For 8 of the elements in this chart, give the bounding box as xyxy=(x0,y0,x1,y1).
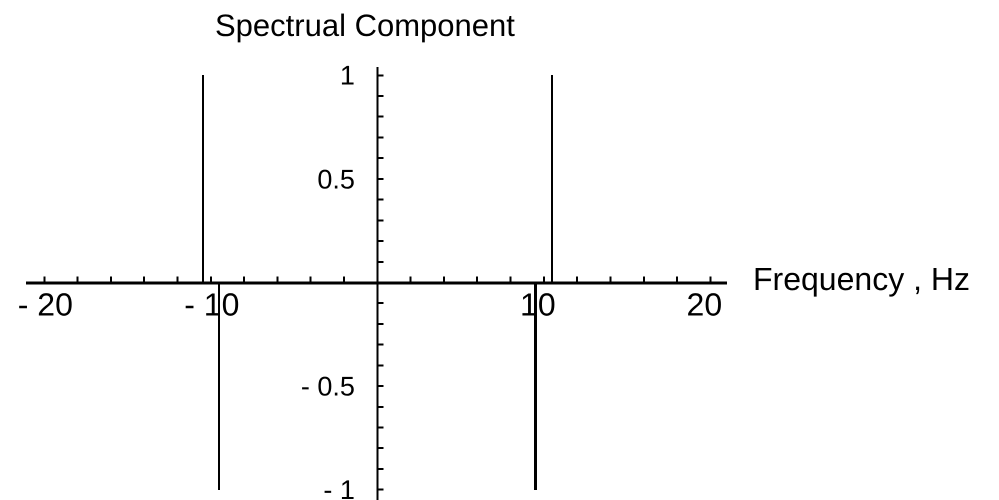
y-tick-label: - 0.5 xyxy=(300,372,355,402)
x-axis-title: Frequency , Hz xyxy=(753,261,970,297)
x-tick-label: 20 xyxy=(686,286,722,322)
y-tick-label: 0.5 xyxy=(317,164,355,194)
y-tick-label: 1 xyxy=(340,60,355,91)
y-axis-title: Spectrual Component xyxy=(215,8,516,43)
y-tick-label: - 1 xyxy=(323,475,355,500)
x-tick-label: - 20 xyxy=(18,286,73,322)
